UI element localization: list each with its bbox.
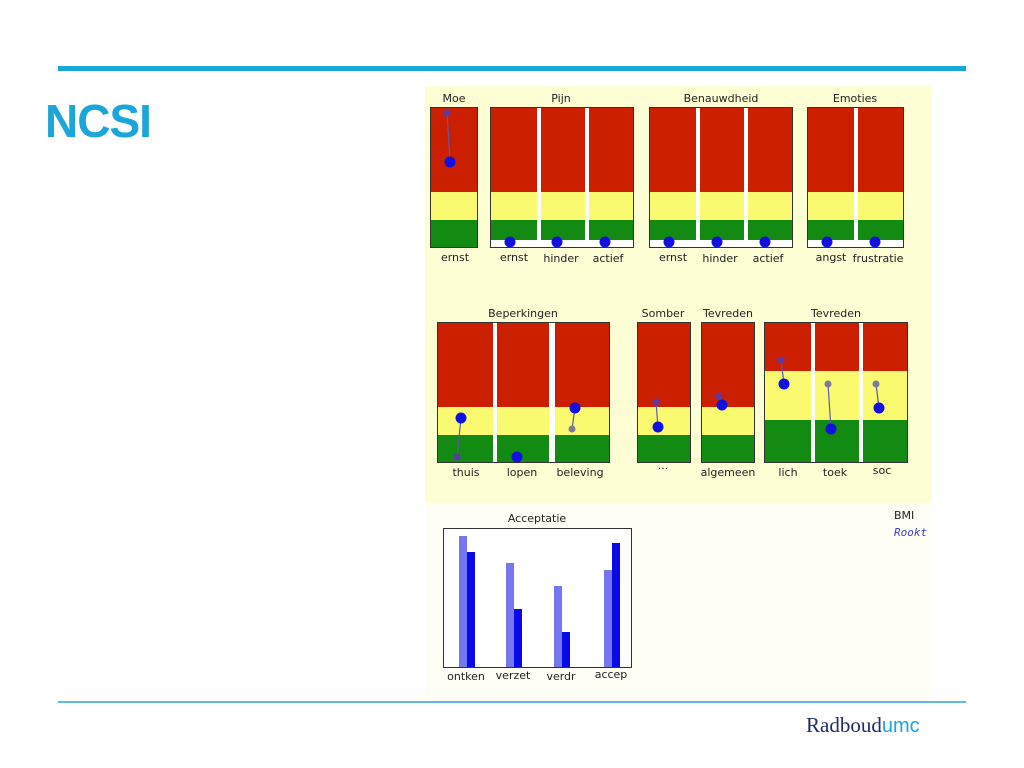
- previous-score-marker: [443, 109, 451, 117]
- current-score-marker: [511, 451, 523, 463]
- chart-title: Acceptatie: [507, 512, 567, 525]
- current-score-marker: [551, 236, 563, 248]
- label-tevreden-lich: lich: [778, 466, 798, 479]
- label-moe-ernst: ernst: [440, 251, 470, 264]
- label-tevreden-algemeen: algemeen: [700, 466, 756, 479]
- panel-title-pijn: Pijn: [551, 92, 571, 105]
- panel-beperkingen: [437, 322, 610, 463]
- bar-ontken-current: [467, 552, 475, 667]
- label-beperkingen-lopen: lopen: [506, 466, 538, 479]
- panel-title-tevreden-domains: Tevreden: [811, 307, 861, 320]
- label-beperkingen-beleving: beleving: [556, 466, 604, 479]
- bar-verdr-previous: [554, 586, 562, 667]
- logo-text-umc: umc: [881, 715, 920, 737]
- x-tick-label-verzet: verzet: [495, 669, 531, 682]
- label-beperkingen-thuis: thuis: [452, 466, 480, 479]
- previous-score-marker: [777, 356, 785, 364]
- current-score-marker: [455, 412, 467, 424]
- current-score-marker: [504, 236, 516, 248]
- top-accent-rule: [58, 66, 966, 71]
- bar-ontken-previous: [459, 536, 467, 667]
- current-score-marker: [821, 236, 833, 248]
- previous-score-marker: [872, 380, 880, 388]
- panel-title-emoties: Emoties: [832, 92, 878, 105]
- current-score-marker: [444, 156, 456, 168]
- current-score-marker: [569, 402, 581, 414]
- previous-score-marker: [453, 453, 461, 461]
- current-score-marker: [778, 378, 790, 390]
- label-benauwdheid-ernst: ernst: [658, 251, 688, 264]
- label-benauwdheid-actief: actief: [752, 252, 784, 265]
- label-pijn-ernst: ernst: [499, 251, 529, 264]
- bar-accep-previous: [604, 570, 612, 667]
- bar-verdr-current: [562, 632, 570, 667]
- label-somber: ...: [657, 459, 669, 472]
- current-score-marker: [711, 236, 723, 248]
- current-score-marker: [716, 399, 728, 411]
- logo-text-radboud: Radboud: [806, 713, 882, 737]
- radboudumc-logo: Radboudumc: [806, 713, 920, 738]
- panel-title-moe: Moe: [442, 92, 466, 105]
- panel-emoties: [807, 107, 904, 248]
- bottom-accent-rule: [58, 701, 966, 703]
- label-emoties-angst: angst: [815, 251, 847, 264]
- current-score-marker: [873, 402, 885, 414]
- previous-score-marker: [652, 398, 660, 406]
- panel-moe: [430, 107, 478, 248]
- x-tick-label-ontken: ontken: [447, 670, 485, 683]
- previous-score-marker: [568, 425, 576, 433]
- label-benauwdheid-hinder: hinder: [702, 252, 738, 265]
- panel-tevreden-algemeen: [701, 322, 755, 463]
- panel-title-somber: Somber: [641, 307, 685, 320]
- current-score-marker: [825, 423, 837, 435]
- x-tick-label-verdr: verdr: [546, 670, 576, 683]
- current-score-marker: [869, 236, 881, 248]
- current-score-marker: [759, 236, 771, 248]
- panel-title-tevreden-algemeen: Tevreden: [703, 307, 753, 320]
- bar-verzet-previous: [506, 563, 514, 667]
- previous-score-marker: [715, 392, 723, 400]
- label-tevreden-soc: soc: [872, 464, 892, 477]
- bar-accep-current: [612, 543, 620, 667]
- label-pijn-hinder: hinder: [543, 252, 579, 265]
- panel-somber: [637, 322, 691, 463]
- panel-title-benauwdheid: Benauwdheid: [683, 92, 759, 105]
- legend-rookt: Rookt: [894, 526, 928, 539]
- acceptatie-plot-area: [443, 528, 632, 668]
- current-score-marker: [663, 236, 675, 248]
- current-score-marker: [599, 236, 611, 248]
- label-tevreden-toek: toek: [822, 466, 848, 479]
- label-pijn-actief: actief: [592, 252, 624, 265]
- label-emoties-frustratie: frustratie: [852, 252, 904, 265]
- page-title: NCSI: [45, 95, 152, 147]
- x-tick-label-accep: accep: [594, 668, 628, 681]
- bar-verzet-current: [514, 609, 522, 667]
- current-score-marker: [652, 421, 664, 433]
- legend-bmi: BMI: [894, 509, 915, 522]
- previous-score-marker: [824, 380, 832, 388]
- panel-title-beperkingen: Beperkingen: [488, 307, 558, 320]
